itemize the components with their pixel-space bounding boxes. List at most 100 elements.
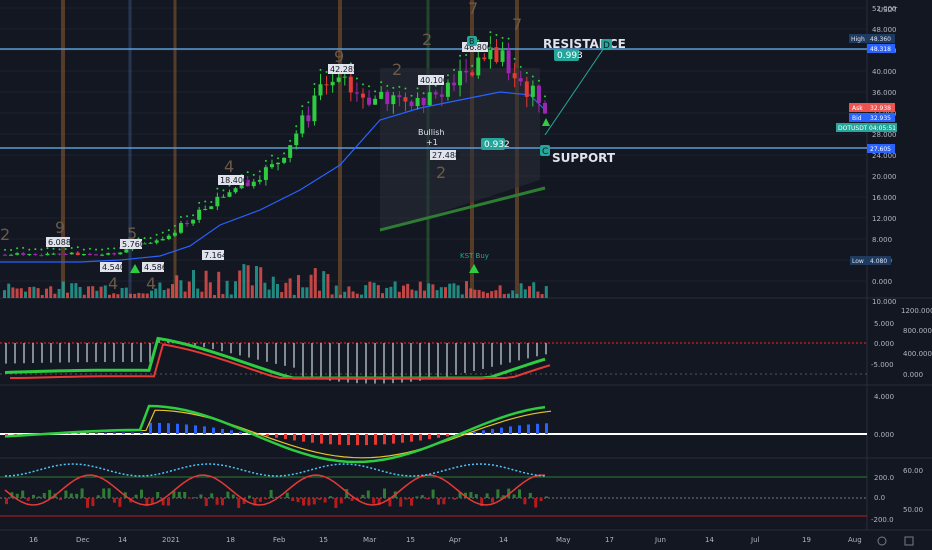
pane3-tick: -200.0 <box>871 516 894 524</box>
bid-value: 32.935 <box>870 115 891 122</box>
trail-dot <box>252 173 255 176</box>
volume-bar <box>196 288 200 298</box>
candle-body <box>15 253 20 255</box>
price-tick: 48.000 <box>872 26 897 34</box>
pane2-hist-bar <box>113 432 116 434</box>
volume-bar <box>544 286 548 298</box>
candle-body <box>57 253 62 255</box>
candle-body <box>142 243 147 245</box>
volume-bar <box>78 287 82 298</box>
volume-bar <box>40 294 44 298</box>
pane3-hist-bar <box>480 498 484 507</box>
candle-body <box>257 179 262 182</box>
projection-lines[interactable] <box>544 44 607 136</box>
volume-bar <box>469 288 473 298</box>
pane3-hist-bar <box>496 489 500 498</box>
trail-dot <box>179 215 182 218</box>
pane3-hist-bar <box>5 498 8 505</box>
pane3-hist-bar <box>86 498 89 508</box>
support-ratio: 0.932 <box>484 140 510 150</box>
time-tick: 2021 <box>162 536 180 544</box>
pane3-hist-bar <box>329 496 332 498</box>
trail-dot <box>392 86 395 89</box>
pane1-hist-bar <box>122 343 124 363</box>
price-label: 27.488 <box>432 151 460 160</box>
volume-bar <box>108 294 111 298</box>
volume-bar <box>297 275 300 298</box>
trail-dot <box>270 154 273 157</box>
pane2-hist-bar <box>329 434 332 445</box>
candle-body <box>263 167 268 180</box>
candle-body <box>367 97 372 105</box>
volume-bar <box>133 293 137 298</box>
pane3-hist-bar <box>264 498 268 500</box>
price-label: 42.285 <box>330 65 358 74</box>
support-price: 27.605 <box>870 146 891 153</box>
pane1-hist-bar <box>68 343 70 363</box>
pane2-hist-bar <box>401 434 404 443</box>
trail-dot <box>34 248 37 251</box>
volume-bar <box>61 281 65 298</box>
support-trendline[interactable] <box>379 186 546 232</box>
candle-body <box>518 78 523 82</box>
volume-bar <box>15 288 19 298</box>
pane1-hist-bar <box>302 343 304 377</box>
price-label: 4.586 <box>144 263 167 272</box>
support-marker: C <box>542 147 548 157</box>
trail-dot <box>107 247 110 250</box>
trail-dot <box>155 233 158 236</box>
trail-dot <box>361 83 364 86</box>
pane1-hist-bar <box>131 343 133 363</box>
candle-body <box>245 179 250 187</box>
volume-bar <box>502 294 506 298</box>
candle-body <box>39 254 44 256</box>
trail-dot <box>452 68 455 71</box>
pane3-hist-bar <box>361 494 365 498</box>
trail-dot <box>28 248 31 251</box>
pane3-hist-bar <box>150 498 154 504</box>
pane3-hist-bar <box>156 492 160 498</box>
pane3-hist-bar <box>183 491 187 498</box>
time-tick: 14 <box>499 536 508 544</box>
volume-bar <box>208 282 212 298</box>
time-tick: 16 <box>29 536 38 544</box>
pane1-hist-bar <box>149 343 151 363</box>
pane2-hist-bar <box>104 432 107 434</box>
price-tick: 16.000 <box>872 194 897 202</box>
candle-body <box>209 206 214 210</box>
candle-body <box>276 162 281 165</box>
trail-dot <box>386 84 389 87</box>
chart-settings-icon[interactable] <box>877 536 887 546</box>
pane2-hist-bar <box>239 431 242 434</box>
candle-body <box>451 82 456 86</box>
volume-bar <box>402 285 405 298</box>
volume-bar <box>246 265 250 298</box>
pane2-hist-bar <box>536 423 539 434</box>
time-tick: 14 <box>118 536 127 544</box>
volume-bar <box>465 281 468 298</box>
trail-dot <box>398 85 401 88</box>
peak-marker: B <box>469 37 475 46</box>
fullscreen-icon[interactable] <box>904 536 914 546</box>
candle-body <box>427 92 432 106</box>
volume-bar <box>486 292 489 298</box>
pane3-hist-bar <box>32 494 35 498</box>
candle-body <box>433 92 438 95</box>
volume-bar <box>82 294 86 298</box>
pane3-hist-bar <box>194 497 197 498</box>
pane3-hist-bar <box>145 498 149 507</box>
volume-bar <box>238 270 242 298</box>
time-tick: Jun <box>654 536 666 544</box>
pane2-hist-bar <box>203 426 206 434</box>
candle-body <box>482 57 487 60</box>
candle-body <box>360 93 365 98</box>
trail-dot <box>173 224 176 227</box>
pane3-hist-bar <box>248 495 251 498</box>
pane2-hist-bar <box>527 424 530 434</box>
pane1-hist-bar <box>293 343 295 368</box>
pane3-hist-bar <box>210 493 214 498</box>
count-label: 9 <box>334 47 344 66</box>
trail-dot <box>82 248 85 251</box>
trail-dot <box>283 152 286 155</box>
